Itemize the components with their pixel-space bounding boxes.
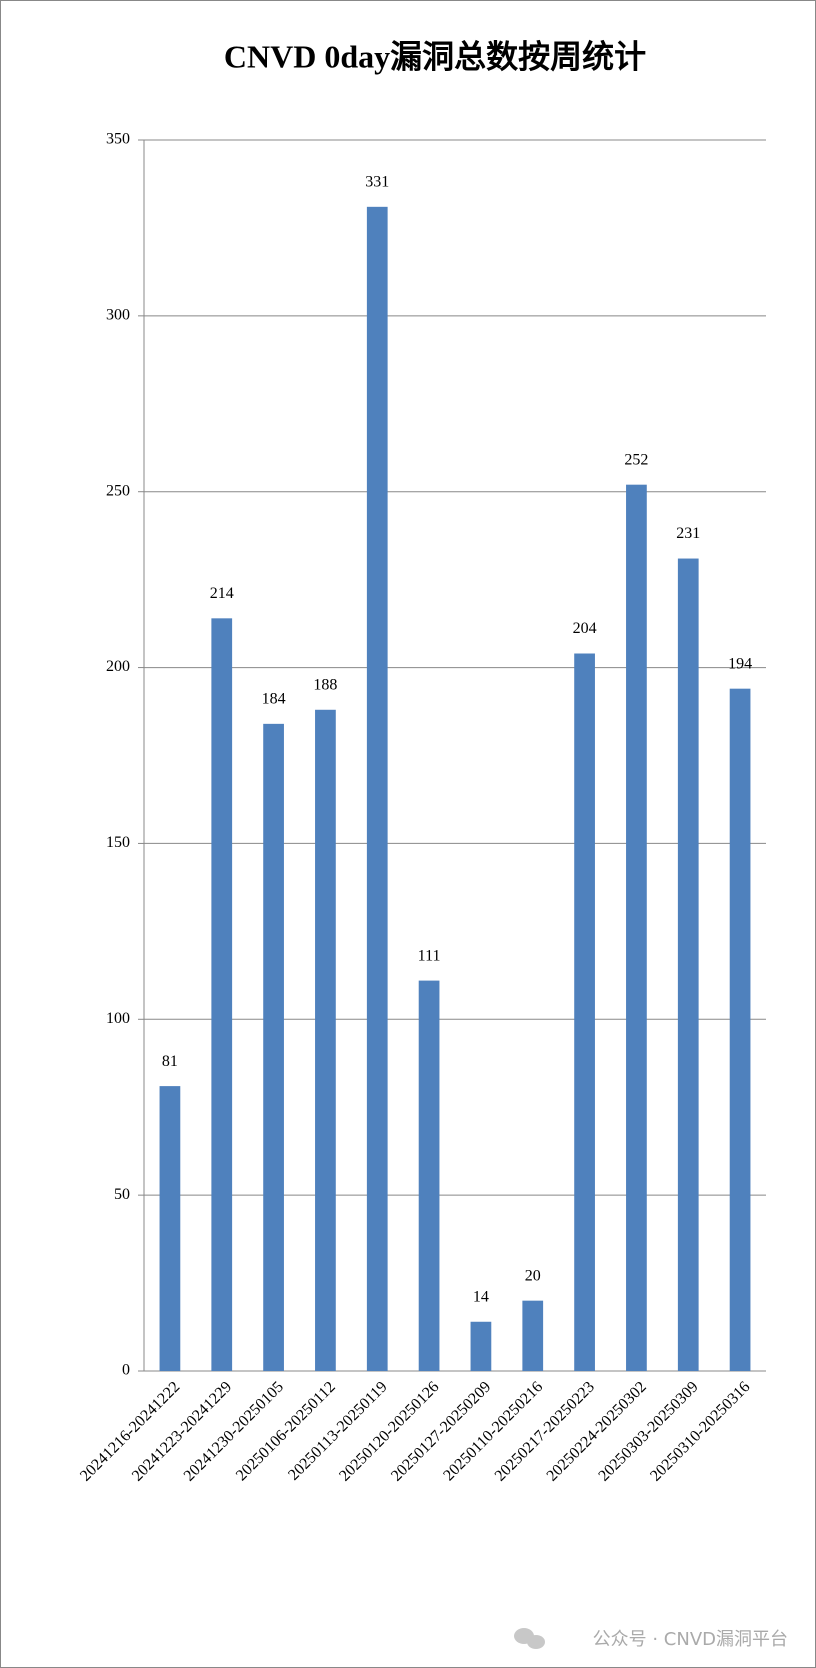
data-label: 111 (418, 947, 441, 964)
bar (470, 1321, 492, 1371)
watermark: 公众号 · CNVD漏洞平台 (593, 1629, 788, 1650)
bar (315, 709, 336, 1371)
bar (159, 1086, 181, 1371)
y-tick-label: 0 (122, 1362, 130, 1379)
y-tick-label: 100 (106, 1010, 130, 1027)
chart-title: CNVD 0day漏洞总数按周统计 (224, 38, 646, 74)
bar (626, 484, 647, 1371)
bar (418, 980, 440, 1371)
data-label: 14 (473, 1288, 489, 1305)
y-tick-label: 200 (106, 658, 130, 675)
data-label: 194 (728, 655, 752, 672)
data-label: 214 (210, 585, 234, 602)
y-tick-label: 350 (106, 131, 130, 148)
bar (263, 723, 284, 1371)
bar (211, 618, 233, 1371)
bar (677, 558, 699, 1371)
data-label: 81 (162, 1053, 178, 1070)
data-label: 331 (365, 173, 389, 190)
bar (366, 206, 388, 1372)
watermark-icon (514, 1628, 545, 1649)
data-label: 252 (624, 451, 648, 468)
y-tick-label: 250 (106, 482, 130, 499)
data-label: 204 (573, 620, 597, 637)
y-tick-label: 300 (106, 307, 130, 324)
data-label: 188 (313, 676, 337, 693)
bar (729, 688, 751, 1371)
data-label: 20 (525, 1267, 541, 1284)
data-label: 231 (676, 525, 700, 542)
bar (522, 1300, 544, 1371)
y-tick-label: 150 (106, 834, 130, 851)
data-label: 184 (262, 691, 286, 708)
bar (574, 653, 595, 1371)
y-tick-label: 50 (114, 1186, 130, 1203)
